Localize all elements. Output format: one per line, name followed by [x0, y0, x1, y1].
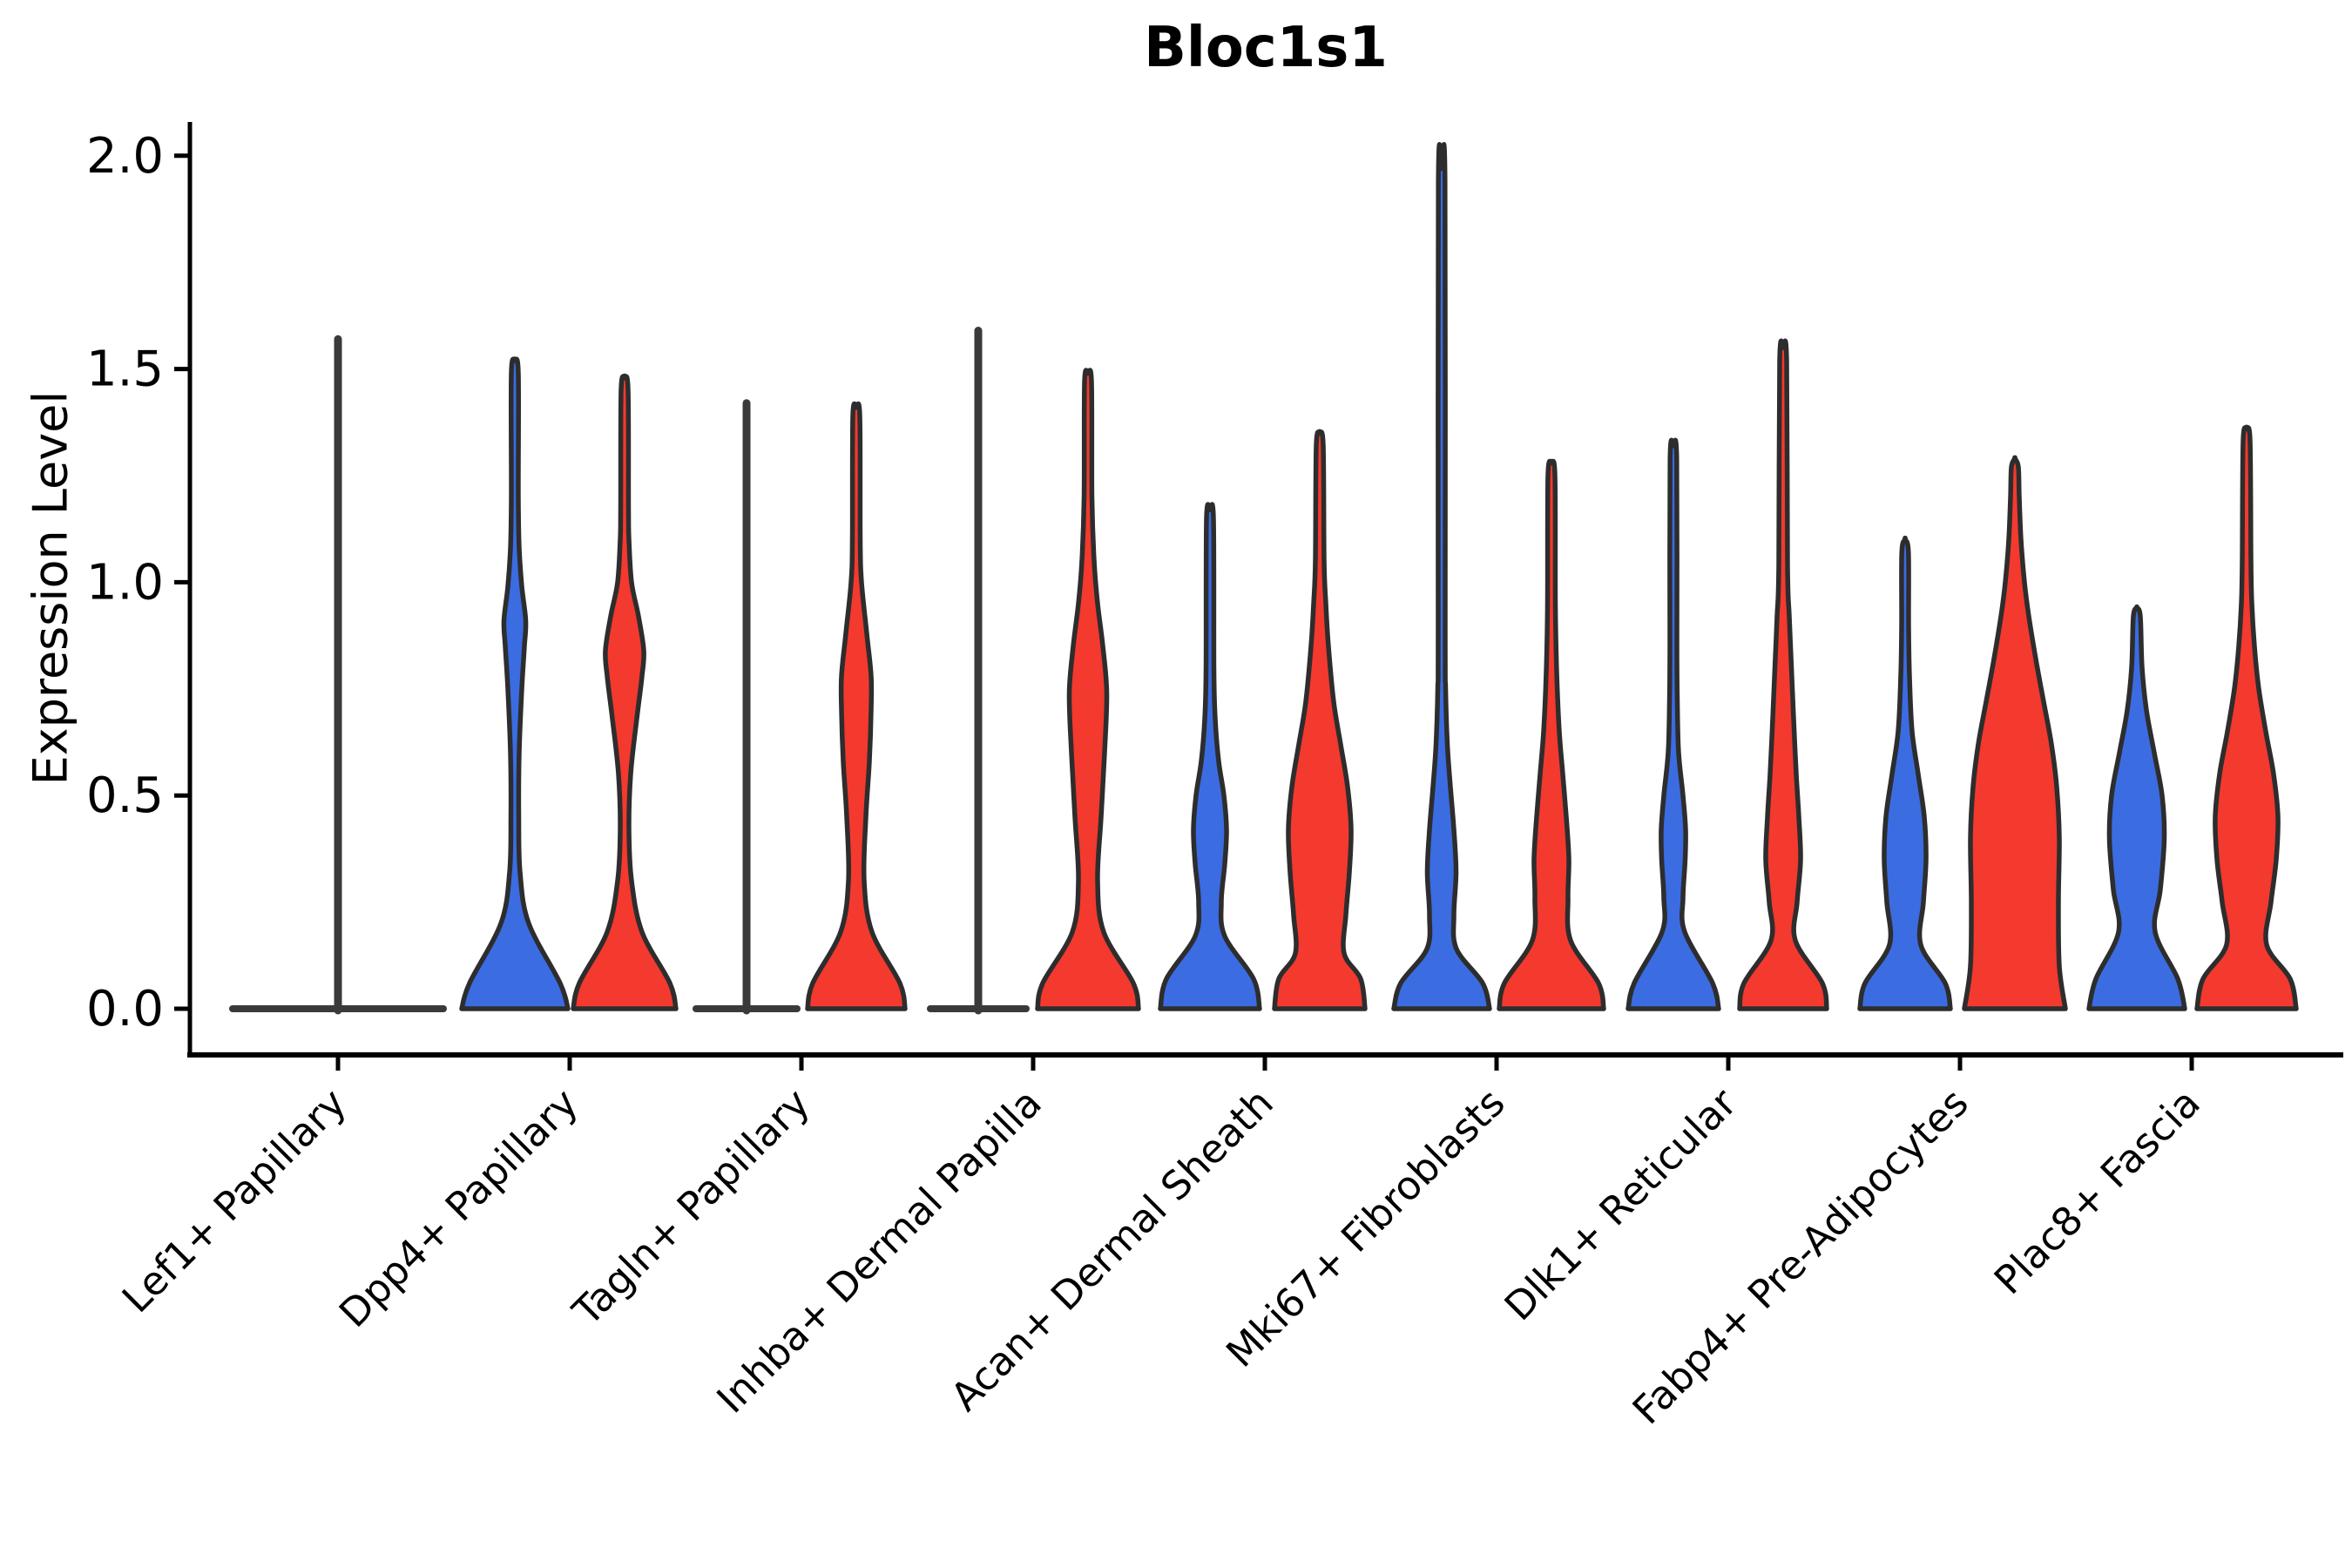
- y-tick-label-3: 1.5: [86, 341, 164, 398]
- violin-fabp4-pre-adipocytes-blue: [1857, 535, 1953, 1011]
- y-tick-label-2: 1.0: [86, 554, 164, 611]
- x-tick-label-tagln-papillary: Tagln+ Papillary: [564, 1079, 819, 1335]
- violin-inhba-dermal-papilla-red: [1035, 368, 1141, 1011]
- y-tick-label-1: 0.5: [86, 767, 164, 824]
- violin-mki67-fibroblasts-red: [1497, 458, 1606, 1011]
- x-tick-label-lef1-papillary: Lef1+ Papillary: [113, 1079, 355, 1321]
- violin-dpp4-papillary-blue: [459, 356, 571, 1011]
- violin-mki67-fibroblasts-blue: [1391, 142, 1492, 1011]
- y-tick-label-4: 2.0: [86, 128, 164, 185]
- violin-plac8-fascia-blue: [2086, 604, 2187, 1011]
- y-tick-label-0: 0.0: [86, 981, 164, 1037]
- x-tick-label-dpp4-papillary: Dpp4+ Papillary: [330, 1079, 587, 1336]
- x-tick-label-plac8-fascia: Plac8+ Fascia: [1985, 1079, 2209, 1303]
- violin-tagln-papillary-red: [805, 401, 908, 1011]
- violin-dlk1-reticular-blue: [1625, 437, 1721, 1011]
- violin-dlk1-reticular-red: [1737, 338, 1829, 1011]
- x-tick-label-dlk1-reticular: Dlk1+ Reticular: [1496, 1079, 1746, 1329]
- violin-acan-dermal-sheath-blue: [1158, 502, 1262, 1011]
- violin-fabp4-pre-adipocytes-red: [1962, 455, 2068, 1011]
- violin-plac8-fascia-red: [2194, 424, 2299, 1011]
- violin-acan-dermal-sheath-red: [1272, 429, 1368, 1011]
- violin-dpp4-papillary-red: [571, 373, 679, 1011]
- chart-title: Bloc1s1: [1144, 16, 1388, 80]
